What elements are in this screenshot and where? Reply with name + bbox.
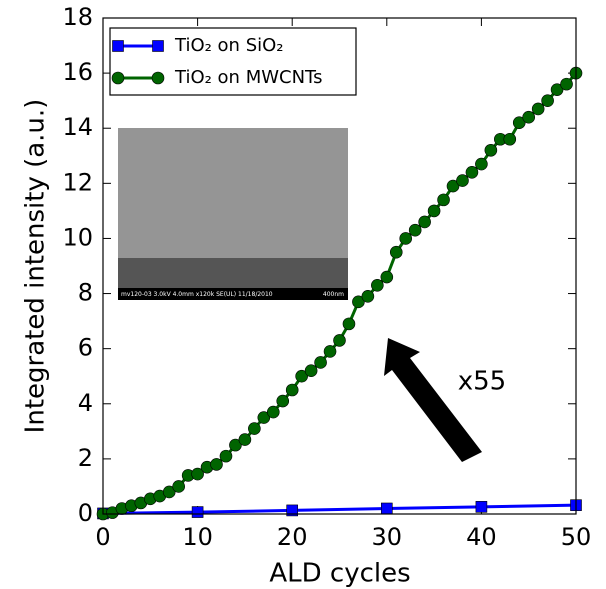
marker — [550, 83, 564, 96]
x-tick-label: 20 — [277, 523, 308, 551]
marker — [266, 405, 280, 419]
x-tick-label: 30 — [372, 523, 403, 551]
y-tick-label: 14 — [62, 113, 93, 141]
marker — [191, 506, 204, 518]
inset-image-texture — [118, 128, 348, 258]
marker — [219, 449, 233, 463]
marker — [257, 411, 271, 424]
marker — [191, 467, 204, 481]
marker — [371, 278, 384, 292]
marker — [456, 174, 469, 187]
marker — [111, 71, 125, 85]
y-tick-label: 4 — [78, 389, 93, 417]
inset-caption-bar — [118, 288, 348, 300]
y-axis-label: Integrated intensity (a.u.) — [21, 99, 51, 434]
annotation: x55 — [458, 367, 506, 397]
marker — [352, 295, 365, 309]
marker — [112, 40, 124, 52]
marker — [512, 116, 526, 130]
marker — [295, 369, 308, 383]
legend-frame — [109, 27, 357, 96]
marker — [531, 102, 545, 116]
marker — [503, 132, 517, 146]
inset-caption: mv120-03 3.0kV 4.0mm x120k SE(UL) 11/18/… — [121, 291, 273, 298]
marker — [361, 290, 375, 303]
marker — [380, 270, 394, 284]
x-tick-label: 0 — [95, 523, 110, 551]
marker — [238, 433, 252, 446]
marker — [342, 317, 356, 331]
marker — [437, 193, 450, 207]
marker — [172, 480, 185, 493]
marker — [484, 143, 498, 157]
y-tick-label: 16 — [62, 58, 93, 86]
y-tick-label: 0 — [78, 499, 93, 527]
arrow — [384, 338, 482, 462]
y-tick-label: 8 — [78, 279, 93, 307]
y-tick-label: 6 — [78, 334, 93, 362]
marker — [560, 77, 573, 91]
y-tick-label: 10 — [62, 223, 93, 251]
marker — [380, 502, 393, 515]
marker — [389, 245, 403, 259]
legend: TiO₂ on SiO₂ TiO₂ on MWCNTs — [109, 27, 357, 96]
legend-label: TiO₂ on SiO₂ — [174, 35, 284, 56]
marker — [333, 334, 346, 347]
marker — [248, 422, 261, 435]
marker — [304, 364, 318, 378]
y-tick-label: 12 — [62, 168, 93, 196]
plot-frame — [102, 17, 577, 515]
marker — [475, 501, 488, 513]
legend-label: TiO₂ on MWCNTs — [174, 67, 322, 88]
marker — [465, 166, 479, 179]
x-axis-label: ALD cycles — [269, 559, 410, 589]
x-tick-label: 10 — [182, 523, 213, 551]
plot-area: 0 10 20 30 40 50 0 2 4 6 8 10 12 14 16 18 — [62, 3, 591, 551]
marker — [314, 356, 327, 369]
marker — [541, 94, 554, 107]
marker — [427, 204, 441, 218]
marker — [399, 232, 413, 245]
series-line — [102, 503, 577, 515]
x-tick-label: 40 — [466, 523, 497, 551]
marker — [522, 110, 536, 124]
marker — [323, 345, 337, 358]
marker — [152, 40, 164, 52]
y-tick-label: 2 — [78, 444, 93, 472]
inset: mv120-03 3.0kV 4.0mm x120k SE(UL) 11/18/… — [118, 128, 348, 300]
inset-image-substrate — [118, 258, 348, 288]
marker — [286, 504, 299, 517]
marker — [276, 394, 290, 408]
inset-scale: 400nm — [323, 291, 344, 298]
marker — [162, 485, 176, 499]
marker — [475, 157, 488, 171]
marker — [210, 458, 223, 471]
marker — [151, 71, 165, 85]
marker — [418, 215, 431, 229]
marker — [285, 383, 299, 397]
marker — [446, 179, 460, 193]
x-tick-label: 50 — [561, 523, 592, 551]
y-tick-label: 18 — [62, 3, 93, 31]
marker — [229, 438, 242, 452]
marker — [408, 223, 422, 237]
